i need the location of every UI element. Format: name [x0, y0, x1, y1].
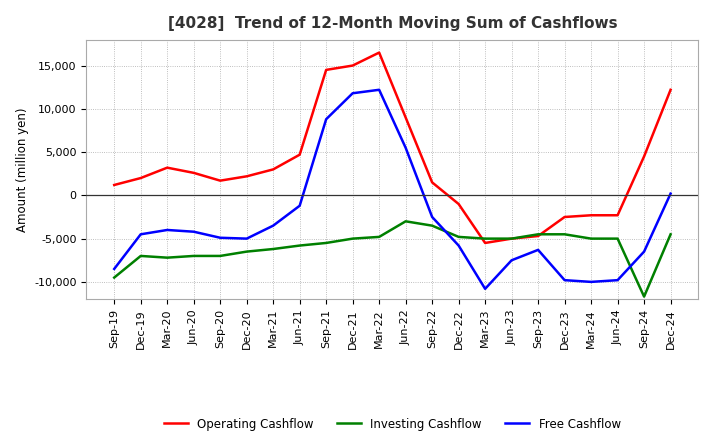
Operating Cashflow [322, 67, 330, 73]
Investing Cashflow [375, 234, 384, 239]
Investing Cashflow [640, 294, 649, 299]
Investing Cashflow [613, 236, 622, 241]
Operating Cashflow [269, 167, 277, 172]
Investing Cashflow [295, 243, 304, 248]
Free Cashflow [375, 87, 384, 92]
Operating Cashflow [295, 152, 304, 158]
Investing Cashflow [428, 223, 436, 228]
Free Cashflow [613, 278, 622, 283]
Free Cashflow [136, 231, 145, 237]
Investing Cashflow [110, 275, 119, 280]
Investing Cashflow [322, 240, 330, 246]
Operating Cashflow [508, 236, 516, 241]
Line: Investing Cashflow: Investing Cashflow [114, 221, 670, 297]
Free Cashflow [189, 229, 198, 235]
Investing Cashflow [163, 255, 171, 260]
Operating Cashflow [110, 182, 119, 187]
Free Cashflow [216, 235, 225, 240]
Investing Cashflow [454, 234, 463, 239]
Investing Cashflow [136, 253, 145, 259]
Operating Cashflow [348, 63, 357, 68]
Free Cashflow [243, 236, 251, 241]
Free Cashflow [110, 266, 119, 271]
Free Cashflow [401, 145, 410, 150]
Free Cashflow [348, 91, 357, 96]
Operating Cashflow [534, 233, 542, 238]
Investing Cashflow [560, 231, 569, 237]
Free Cashflow [163, 227, 171, 233]
Operating Cashflow [481, 240, 490, 246]
Operating Cashflow [613, 213, 622, 218]
Free Cashflow [560, 278, 569, 283]
Operating Cashflow [428, 180, 436, 185]
Free Cashflow [666, 191, 675, 196]
Free Cashflow [481, 286, 490, 291]
Operating Cashflow [136, 176, 145, 181]
Title: [4028]  Trend of 12-Month Moving Sum of Cashflows: [4028] Trend of 12-Month Moving Sum of C… [168, 16, 617, 32]
Investing Cashflow [508, 236, 516, 241]
Free Cashflow [322, 117, 330, 122]
Investing Cashflow [481, 236, 490, 241]
Investing Cashflow [348, 236, 357, 241]
Operating Cashflow [401, 115, 410, 120]
Y-axis label: Amount (million yen): Amount (million yen) [16, 107, 29, 231]
Investing Cashflow [189, 253, 198, 259]
Operating Cashflow [375, 50, 384, 55]
Line: Operating Cashflow: Operating Cashflow [114, 52, 670, 243]
Free Cashflow [428, 214, 436, 220]
Free Cashflow [269, 223, 277, 228]
Investing Cashflow [534, 231, 542, 237]
Operating Cashflow [163, 165, 171, 170]
Operating Cashflow [189, 170, 198, 176]
Operating Cashflow [666, 87, 675, 92]
Legend: Operating Cashflow, Investing Cashflow, Free Cashflow: Operating Cashflow, Investing Cashflow, … [161, 414, 624, 434]
Operating Cashflow [216, 178, 225, 183]
Free Cashflow [640, 249, 649, 254]
Line: Free Cashflow: Free Cashflow [114, 90, 670, 289]
Operating Cashflow [243, 174, 251, 179]
Investing Cashflow [401, 219, 410, 224]
Free Cashflow [454, 243, 463, 248]
Investing Cashflow [216, 253, 225, 259]
Investing Cashflow [666, 231, 675, 237]
Investing Cashflow [269, 246, 277, 252]
Free Cashflow [295, 203, 304, 209]
Investing Cashflow [587, 236, 595, 241]
Free Cashflow [587, 279, 595, 285]
Operating Cashflow [640, 154, 649, 159]
Operating Cashflow [560, 214, 569, 220]
Operating Cashflow [454, 202, 463, 207]
Investing Cashflow [243, 249, 251, 254]
Free Cashflow [534, 247, 542, 253]
Free Cashflow [508, 258, 516, 263]
Operating Cashflow [587, 213, 595, 218]
